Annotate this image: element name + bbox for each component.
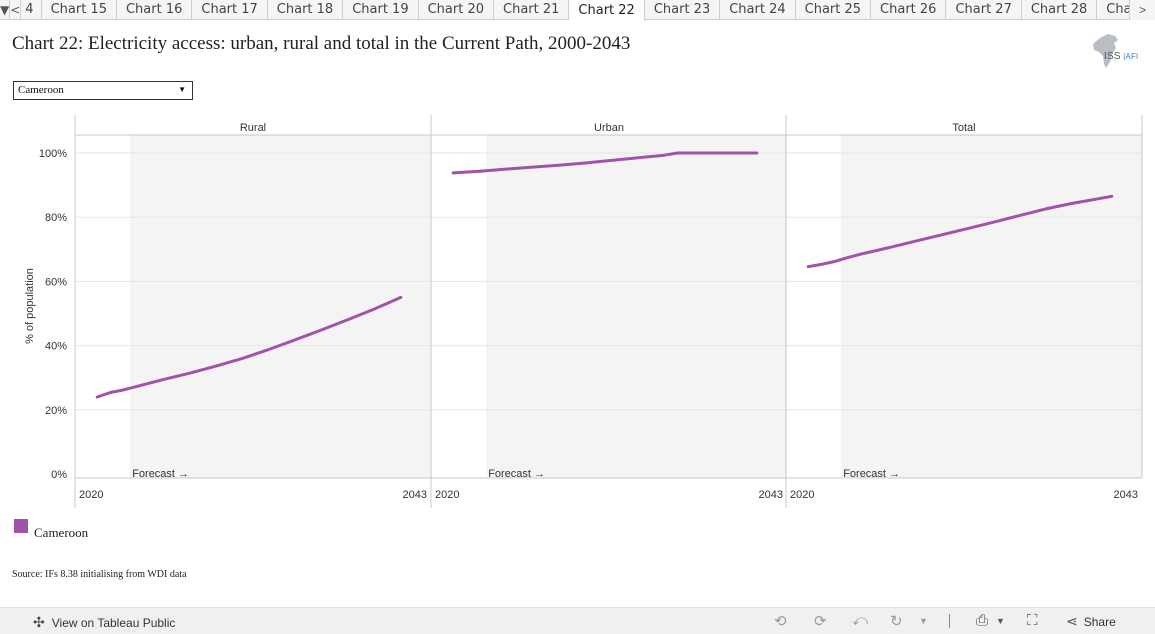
- view-on-tableau-public-link[interactable]: ✣ View on Tableau Public: [33, 614, 175, 631]
- forecast-label: Forecast →: [132, 468, 189, 480]
- series-line-total: [806, 194, 1114, 269]
- forecast-label: Forecast →: [488, 468, 545, 480]
- y-axis-title: % of population: [24, 268, 36, 344]
- tab-chart-20[interactable]: Chart 20: [419, 0, 495, 19]
- tab-chart-25[interactable]: Chart 25: [796, 0, 872, 19]
- panel-title-rural: Rural: [240, 122, 266, 134]
- legend-swatch[interactable]: [14, 519, 28, 533]
- chevron-right-icon: >: [1138, 3, 1146, 17]
- x-tick-label: 2020: [790, 489, 814, 501]
- share-icon: ⋖: [1066, 613, 1078, 629]
- y-tick-label: 40%: [45, 341, 67, 353]
- chevron-left-icon: <: [10, 2, 21, 17]
- refresh-dropdown-icon[interactable]: ▼: [919, 616, 928, 626]
- tab-scroll-left-button[interactable]: <: [10, 0, 22, 19]
- tab-chart-24[interactable]: Chart 24: [720, 0, 796, 19]
- tab-4[interactable]: 4: [21, 0, 42, 19]
- sheet-tab-bar: ▼ < 4 Chart 15 Chart 16 Chart 17 Chart 18 Cha…: [0, 0, 1155, 21]
- fullscreen-icon[interactable]: ⛶: [1027, 612, 1038, 629]
- refresh-icon[interactable]: ↻: [890, 613, 903, 630]
- x-tick-label: 2043: [1114, 489, 1138, 501]
- page-title: Chart 22: Electricity access: urban, rur…: [12, 33, 631, 54]
- tab-chart-17[interactable]: Chart 17: [192, 0, 268, 19]
- tab-chart-22[interactable]: Chart 22: [569, 0, 645, 21]
- dropdown-arrow-icon: ▼: [178, 85, 186, 94]
- toolbar-divider: [949, 614, 950, 628]
- panel-title-urban: Urban: [594, 122, 624, 134]
- download-icon[interactable]: ⎙: [976, 612, 989, 629]
- undo-icon[interactable]: ⟲: [774, 613, 787, 630]
- tableau-toolbar: ✣ View on Tableau Public ⟲ ⟳ ⤺ ↻ ▼ ⎙ ▼ ⛶…: [0, 607, 1155, 634]
- series-line-urban: [451, 151, 759, 175]
- tab-chart-16[interactable]: Chart 16: [117, 0, 193, 19]
- tableau-logo-icon: ✣: [33, 614, 45, 630]
- electricity-access-chart: % of population 0% 20% 40% 60% 80% 100% Rural Fo…: [24, 115, 1143, 508]
- y-tick-label: 100%: [39, 148, 67, 160]
- y-tick-label: 20%: [45, 405, 67, 417]
- series-line-rural: [95, 295, 403, 399]
- iss-africa-logo: [1093, 34, 1118, 68]
- revert-icon[interactable]: ⤺: [852, 612, 869, 629]
- source-note: Source: IFs 8.38 initialising from WDI d…: [12, 569, 187, 580]
- logo-wordmark: ISS |AFI: [1104, 51, 1139, 62]
- y-tick-label: 60%: [45, 276, 67, 288]
- tab-chart-26[interactable]: Chart 26: [871, 0, 947, 19]
- y-tick-label: 0%: [51, 469, 67, 481]
- forecast-band: [130, 135, 431, 478]
- tab-chart-28[interactable]: Chart 28: [1022, 0, 1098, 19]
- tab-list: 4 Chart 15 Chart 16 Chart 17 Chart 18 Chart 1…: [21, 0, 1155, 21]
- forecast-label: Forecast →: [843, 468, 900, 480]
- tab-chart-19[interactable]: Chart 19: [343, 0, 419, 19]
- tab-chart-18[interactable]: Chart 18: [268, 0, 344, 19]
- share-button[interactable]: ⋖ Share: [1066, 613, 1116, 630]
- tab-chart-23[interactable]: Chart 23: [645, 0, 721, 19]
- tab-chart-27[interactable]: Chart 27: [946, 0, 1022, 19]
- legend-label: Cameroon: [34, 525, 89, 540]
- x-tick-label: 2020: [435, 489, 459, 501]
- forecast-band: [841, 135, 1142, 478]
- download-dropdown-icon[interactable]: ▼: [996, 616, 1005, 626]
- y-tick-label: 80%: [45, 212, 67, 224]
- view-on-tableau-label: View on Tableau Public: [51, 615, 176, 630]
- x-tick-label: 2020: [79, 489, 103, 501]
- chevron-down-icon: ▼: [0, 2, 10, 17]
- tab-scroll-right-button[interactable]: >: [1129, 0, 1155, 20]
- x-tick-label: 2043: [759, 489, 783, 501]
- legend: Cameroon: [14, 519, 88, 541]
- tab-chart-21[interactable]: Chart 21: [494, 0, 570, 19]
- panel-title-total: Total: [952, 122, 975, 134]
- forecast-band: [486, 135, 787, 478]
- tab-chart-15[interactable]: Chart 15: [42, 0, 117, 19]
- share-label: Share: [1083, 614, 1116, 629]
- x-tick-label: 2043: [403, 489, 427, 501]
- tab-menu-dropdown[interactable]: ▼: [0, 0, 11, 19]
- country-filter-select[interactable]: Cameroon ▼: [13, 81, 193, 100]
- country-filter-value: Cameroon: [18, 84, 64, 96]
- redo-icon[interactable]: ⟳: [814, 613, 827, 630]
